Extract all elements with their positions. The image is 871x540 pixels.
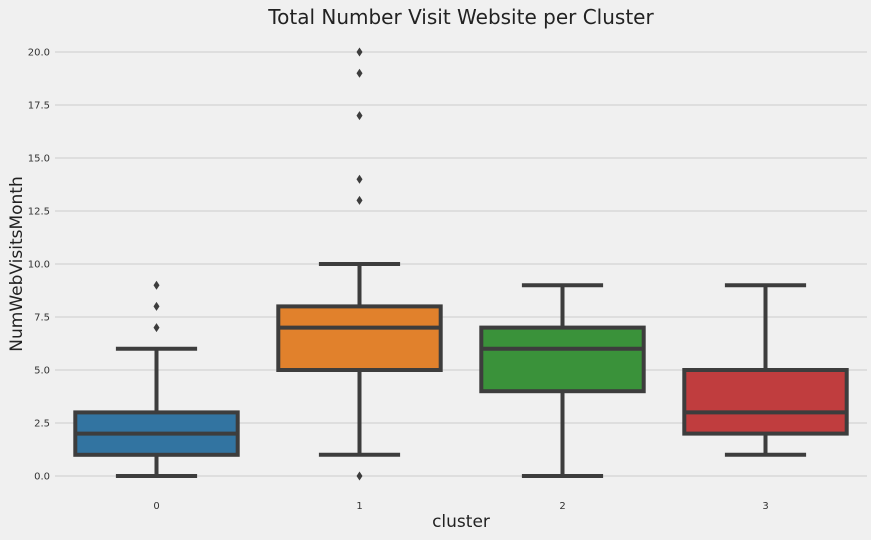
box-group-cluster-1 xyxy=(276,47,443,481)
iqr-box xyxy=(276,304,443,372)
iqr-box xyxy=(479,325,646,394)
x-axis-label: cluster xyxy=(432,512,490,532)
iqr-box xyxy=(682,368,849,436)
x-tick-labels: 0 1 2 3 xyxy=(153,501,768,512)
x-tick-label: 3 xyxy=(762,501,768,512)
y-tick-label: 7.5 xyxy=(34,313,50,324)
y-tick-label: 0.0 xyxy=(34,472,50,483)
outlier-point xyxy=(153,280,160,290)
outlier-point xyxy=(356,68,363,78)
outlier-point xyxy=(356,471,363,481)
outlier-point xyxy=(356,47,363,57)
y-tick-label: 12.5 xyxy=(28,207,50,218)
x-tick-label: 2 xyxy=(559,501,565,512)
y-tick-label: 20.0 xyxy=(28,48,50,59)
outlier-point xyxy=(356,195,363,205)
outlier-point xyxy=(153,323,160,333)
y-tick-label: 5.0 xyxy=(34,366,50,377)
y-tick-label: 10.0 xyxy=(28,260,50,271)
box-group-cluster-3 xyxy=(682,283,849,457)
outlier-point xyxy=(356,111,363,121)
chart-title: Total Number Visit Website per Cluster xyxy=(267,5,654,29)
box-group-cluster-2 xyxy=(479,283,646,478)
x-tick-label: 0 xyxy=(153,501,159,512)
y-tick-label: 2.5 xyxy=(34,419,50,430)
y-tick-label: 17.5 xyxy=(28,101,50,112)
boxes xyxy=(73,47,849,481)
outlier-point xyxy=(356,174,363,184)
y-tick-labels: 0.0 2.5 5.0 7.5 10.0 12.5 15.0 17.5 20.0 xyxy=(28,48,50,483)
x-tick-label: 1 xyxy=(356,501,362,512)
outlier-point xyxy=(153,301,160,311)
y-axis-label: NumWebVisitsMonth xyxy=(7,176,27,351)
box-group-cluster-0 xyxy=(73,280,240,478)
y-tick-label: 15.0 xyxy=(28,154,50,165)
